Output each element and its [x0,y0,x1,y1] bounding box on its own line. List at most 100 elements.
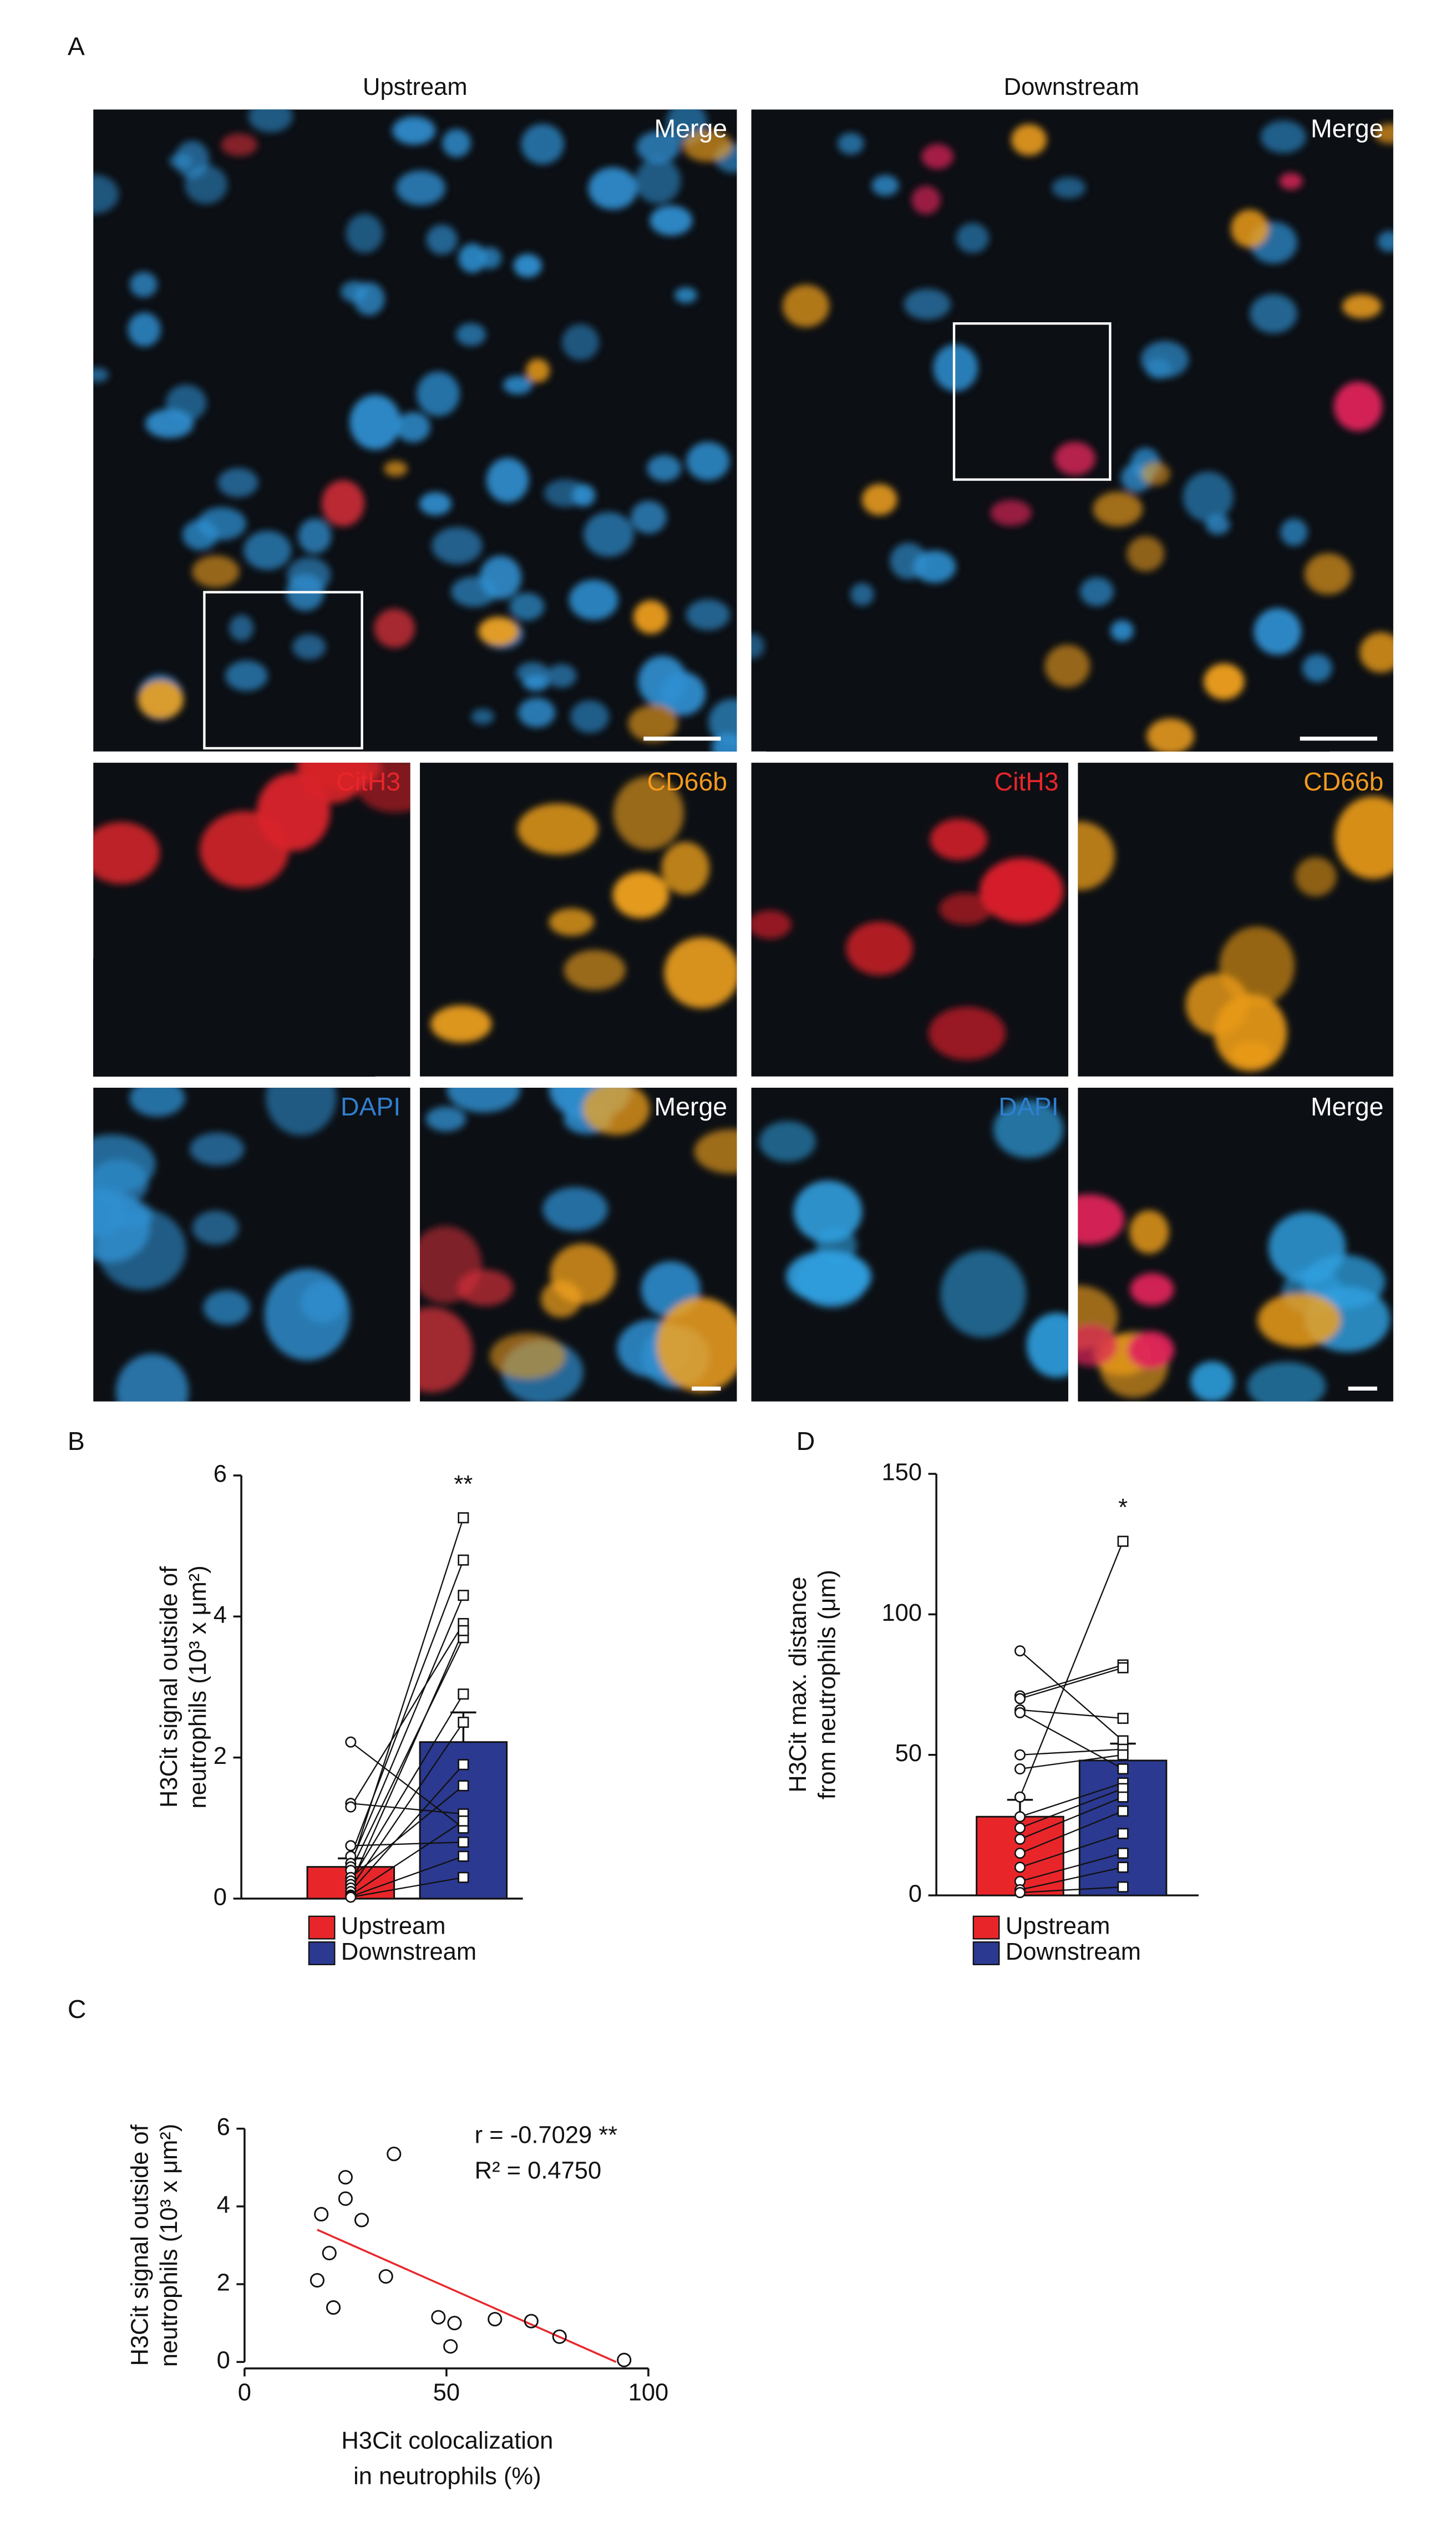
point [617,2352,632,2367]
column-title: Downstream [1004,74,1139,100]
cell [1377,231,1393,252]
annotation: R² = 0.4750 [475,2157,602,2184]
cell [659,672,706,716]
cell [1093,491,1143,526]
cell [1359,632,1393,673]
pair-line [350,1722,464,1889]
cell [650,205,693,236]
cell [1127,536,1165,572]
pair-line [1019,1788,1123,1829]
point [488,2312,503,2327]
pair-line [350,1855,464,1898]
cell [633,600,668,634]
cell [904,288,951,320]
cell [542,1187,608,1231]
cell [243,530,292,570]
cell [417,371,460,417]
cell [264,1269,351,1361]
legend-label: Downstream [1006,1939,1141,1965]
x-tick-label: 100 [628,2380,669,2406]
cell [306,763,382,790]
cell [225,660,268,691]
micrograph: CD66b [1078,763,1393,1077]
cell [1204,663,1245,700]
point [1014,1791,1026,1803]
point [447,2316,462,2331]
y-tick-label: 0 [909,1881,922,1908]
pair-line [1019,1866,1123,1891]
cell [1335,796,1393,879]
cell [1333,382,1383,432]
cell [1254,608,1302,655]
cell [631,500,667,534]
cell [430,1005,492,1043]
cell [190,1132,245,1166]
cell [1078,1323,1118,1367]
point [1014,1693,1026,1705]
point [345,1736,357,1748]
cell [432,527,483,565]
cell [782,285,830,327]
cell [384,460,408,477]
cell [1127,1331,1174,1370]
x-tick-label: 50 [433,2380,460,2406]
y-axis-label: H3Cit signal outside of [156,1566,182,1808]
cell [145,409,194,438]
cell [130,272,158,297]
pair-line [351,1841,464,1847]
point [1014,1848,1026,1859]
y-axis-label: H3Cit max. distance [785,1576,811,1792]
cell [229,615,254,641]
cell [395,170,445,206]
cell [546,664,577,688]
cell [93,367,109,383]
panel-label: A [68,32,85,60]
point [458,1759,469,1771]
y-tick-label: 2 [214,1743,227,1769]
pair-line [350,1637,464,1871]
cell [921,144,953,169]
point [338,2191,353,2206]
cell [656,1297,737,1392]
pair-line [350,1741,464,1829]
cell [98,1209,186,1290]
pair-line [1019,1650,1124,1742]
point [524,2314,539,2329]
cell [115,1353,189,1402]
pair-line [350,1785,464,1878]
cell [682,130,733,162]
point [431,2310,446,2325]
cell [628,705,678,742]
cell [93,821,160,884]
pair-line [1019,1810,1124,1854]
cell [374,608,415,648]
cell [447,1087,521,1113]
cell [426,225,458,255]
cell [420,1226,482,1303]
micrograph: CitH3 [93,763,410,1077]
legend-label: Upstream [341,1913,446,1940]
pair-line [1019,1748,1123,1756]
point [338,2170,353,2185]
point [458,1837,469,1848]
cell [846,921,913,976]
point [1117,1535,1129,1547]
point [345,1840,357,1852]
cell [489,1333,566,1379]
pair-line [350,1595,464,1864]
pair-line [351,1876,464,1898]
point [326,2300,341,2315]
y-axis-label: neutrophils (10³ x μm²) [156,2124,182,2367]
point [378,2269,393,2284]
cell [562,324,600,361]
cell [1268,1211,1346,1284]
cell [613,776,684,850]
point [345,1891,357,1903]
point [1014,1749,1026,1761]
cell [1044,645,1090,688]
cells [759,1100,1068,1378]
y-axis-label: H3Cit signal outside of [127,2124,154,2366]
point [310,2273,324,2288]
cell [451,576,498,607]
